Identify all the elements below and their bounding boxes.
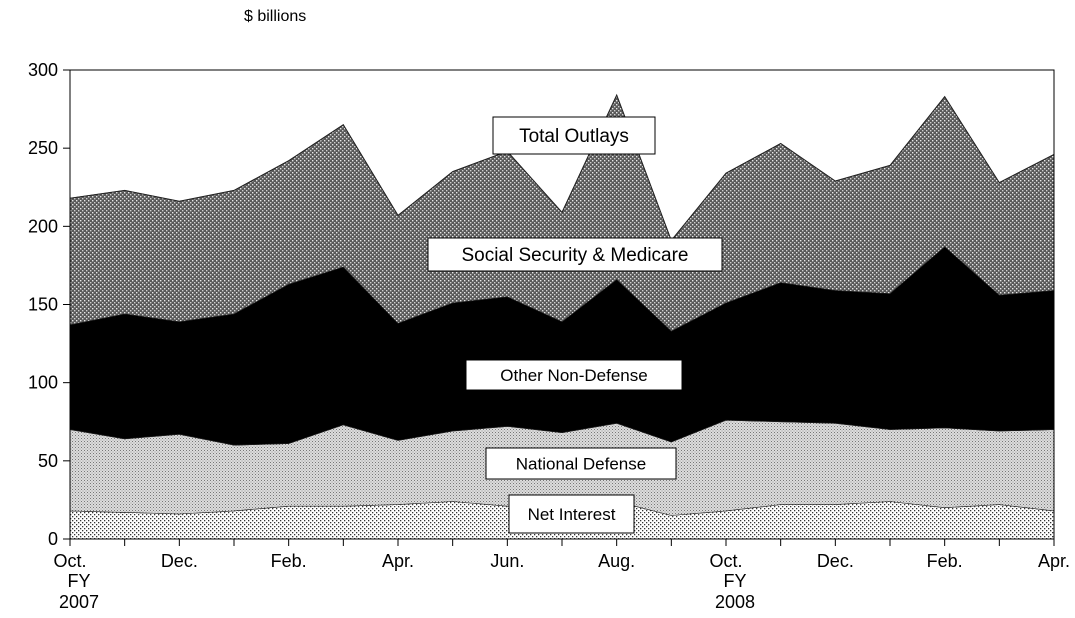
total-outlays-line (69, 93, 1055, 242)
annotation-label: Social Security & Medicare (461, 245, 688, 266)
y-axis-unit-label: $ billions (244, 8, 307, 25)
axes: 0 50 100 150 200 250 300 Oct. Dec. Feb. Apr. Jun. Au… (28, 60, 1070, 612)
y-tick-label: 300 (28, 60, 58, 80)
fiscal-year-number: 2008 (715, 592, 755, 612)
x-tick-label: Dec. (817, 551, 854, 571)
x-tick-label: Feb. (271, 551, 307, 571)
fiscal-year-number: 2007 (59, 592, 99, 612)
annotation-box (492, 116, 656, 155)
y-tick-label: 50 (38, 451, 58, 471)
x-tick-label: Dec. (161, 551, 198, 571)
annotation-label: Other Non-Defense (500, 366, 647, 385)
fiscal-year-label: FY (723, 571, 746, 591)
annotation-box (427, 237, 723, 272)
annotation-box (485, 447, 677, 480)
y-tick-label: 0 (48, 529, 58, 549)
annotation-label: Net Interest (528, 505, 616, 524)
annotation-total-outlays: Total Outlays (492, 116, 656, 155)
annotation-other-non-defense: Other Non-Defense (465, 359, 683, 391)
annotation-social-security-and-medicare: Social Security & Medicare (427, 237, 723, 272)
annotation-label: Total Outlays (519, 126, 629, 147)
total-outlays-outline (69, 93, 1055, 242)
x-tick-label: Aug. (598, 551, 635, 571)
annotation-box (508, 494, 635, 534)
x-tick-label: Oct. (53, 551, 86, 571)
x-tick-label: Apr. (1038, 551, 1070, 571)
annotations: Total Outlays Social Security & Medicare O… (427, 116, 723, 534)
x-tick-label: Feb. (927, 551, 963, 571)
y-tick-label: 250 (28, 138, 58, 158)
y-tick-label: 200 (28, 216, 58, 236)
x-tick-label: Oct. (709, 551, 742, 571)
x-tick-label: Apr. (382, 551, 414, 571)
annotation-net-interest: Net Interest (508, 494, 635, 534)
fiscal-year-label: FY (67, 571, 90, 591)
annotation-national-defense: National Defense (485, 447, 677, 480)
annotation-box (465, 359, 683, 391)
y-tick-label: 100 (28, 373, 58, 393)
x-tick-label: Jun. (490, 551, 524, 571)
annotation-label: National Defense (516, 454, 646, 473)
y-tick-label: 150 (28, 295, 58, 315)
